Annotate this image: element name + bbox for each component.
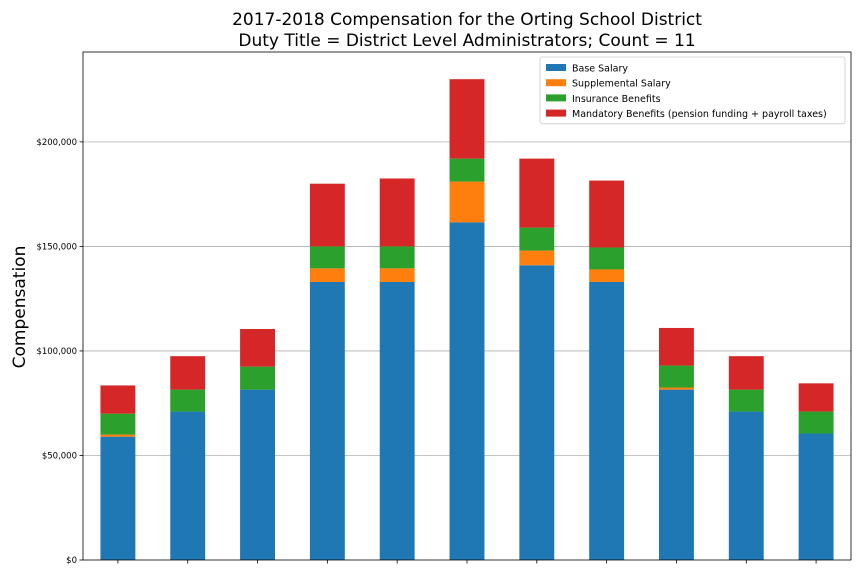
bar-segment [449,79,485,159]
bar-segment [379,178,415,247]
bar-segment [309,281,345,560]
y-tick-label: $200,000 [36,138,77,148]
y-tick-label: $0 [66,556,77,566]
legend-entry: Mandatory Benefits (pension funding + pa… [572,109,827,120]
bar-segment [519,227,555,251]
bar-segment [589,281,625,560]
bar-segment [798,383,834,412]
bar-segment [100,436,136,560]
legend-swatch [546,94,566,102]
bar-segment [309,268,345,282]
bar-segment [449,158,485,182]
bar-segment [379,268,415,282]
legend-swatch [546,79,566,87]
bar-segment [659,365,694,388]
y-tick-label: $100,000 [36,347,77,357]
bar-segment [589,269,625,282]
bar-segment [100,434,136,437]
bar-segment [589,247,625,270]
legend-entry: Base Salary [572,64,628,75]
bar-segment [728,411,764,560]
bar-segment [379,246,415,269]
chart-title-line1: 2017-2018 Compensation for the Orting Sc… [232,10,702,30]
bar-segment [240,366,275,390]
bar-segment [379,281,415,560]
legend-swatch [546,109,566,117]
legend-entry: Supplemental Salary [572,79,671,90]
bar-segment [170,356,206,390]
bar-segment [100,413,136,435]
bar-segment [449,222,485,560]
bar-segment [240,328,275,367]
bar-segment [240,389,275,560]
bar-segment [519,250,555,266]
bar-segment [659,387,694,390]
legend: Base Salary Supplemental Salary Insurance … [539,56,846,125]
legend-entry: Insurance Benefits [572,94,661,105]
bar-segment [728,389,764,412]
bar-segment [519,158,555,228]
y-ticks: $0 $50,000 $100,000 $150,000 $200,000 [36,138,83,566]
bar-segment [100,385,136,414]
bar-segment [589,180,625,248]
bar-segment [170,389,206,412]
bar-segment [798,411,834,434]
bar-segment [309,183,345,247]
x-ticks [117,560,817,564]
legend-box [539,56,846,125]
bar-segment [519,265,555,560]
bar-segment [659,389,694,560]
legend-swatch [546,64,566,71]
y-tick-label: $150,000 [36,242,77,252]
y-axis-label: Compensation [10,246,30,369]
bar-segment [659,327,694,366]
bars [100,79,834,560]
bar-segment [728,356,764,390]
bar-segment [170,411,206,560]
bar-segment [309,246,345,269]
chart-title-line2: Duty Title = District Level Administrato… [238,31,695,51]
y-tick-label: $50,000 [42,451,77,461]
bar-segment [449,181,485,223]
bar-segment [798,433,834,560]
